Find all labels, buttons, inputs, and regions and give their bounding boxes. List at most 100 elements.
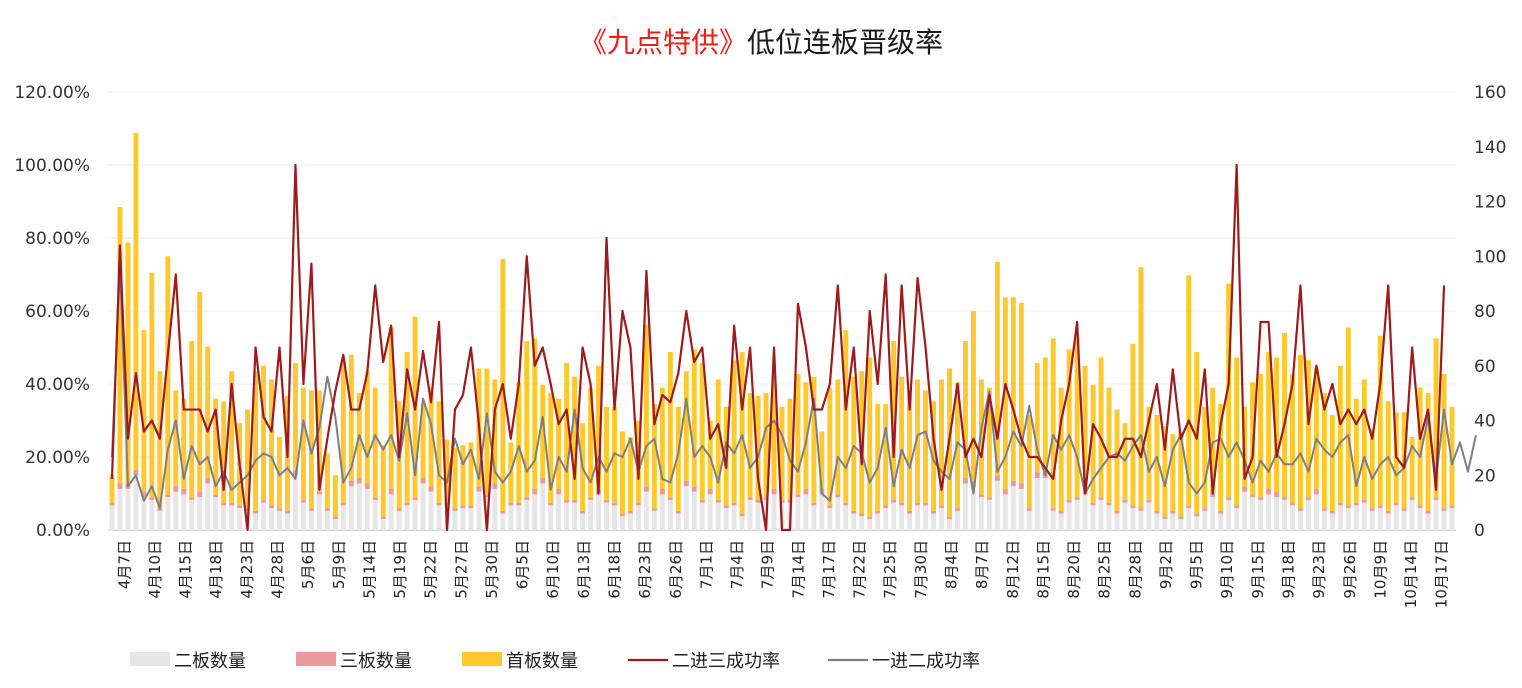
x-tick-label: 4月18日	[207, 540, 225, 599]
bar-shouban	[923, 390, 929, 503]
bar-erban	[947, 519, 952, 530]
bar-sanban	[229, 502, 235, 506]
bar-sanban	[540, 477, 546, 484]
bar-sanban	[707, 488, 713, 495]
right-tick-label: 40	[1474, 412, 1496, 432]
bar-shouban	[1114, 409, 1120, 511]
bar-erban	[699, 502, 705, 530]
bar-sanban	[947, 516, 952, 520]
bar-sanban	[324, 508, 330, 511]
bar-shouban	[755, 395, 761, 500]
bar-erban	[300, 502, 306, 530]
bar-erban	[253, 513, 259, 530]
bar-shouban	[1186, 275, 1192, 506]
bar-erban	[1313, 494, 1319, 530]
bar-erban	[1250, 497, 1256, 530]
bar-erban	[1186, 508, 1192, 530]
bar-erban	[747, 499, 753, 530]
bar-sanban	[492, 483, 498, 489]
bar-shouban	[492, 379, 498, 484]
bar-sanban	[277, 508, 282, 511]
left-tick-label: 80.00%	[25, 229, 90, 249]
bar-shouban	[484, 368, 490, 495]
bar-erban	[978, 497, 984, 530]
bar-sanban	[149, 497, 155, 500]
bar-shouban	[340, 360, 346, 503]
x-tick-label: 6月5日	[514, 540, 532, 589]
bar-erban	[229, 505, 235, 530]
left-tick-label: 20.00%	[25, 448, 90, 468]
bar-erban	[723, 508, 729, 530]
bar-sanban	[516, 502, 522, 506]
bar-erban	[1090, 505, 1096, 530]
bar-erban	[1433, 499, 1439, 530]
bar-sanban	[261, 499, 267, 503]
bar-shouban	[117, 206, 123, 484]
bar-erban	[1122, 502, 1128, 530]
bar-erban	[1321, 510, 1327, 530]
bar-sanban	[205, 477, 211, 484]
bar-shouban	[699, 363, 705, 500]
x-tick-label: 7月4日	[728, 540, 746, 589]
bar-shouban	[739, 352, 745, 514]
bar-sanban	[1353, 502, 1359, 506]
bar-shouban	[540, 384, 546, 478]
bar-shouban	[1210, 387, 1216, 492]
bar-shouban	[1138, 267, 1144, 509]
bar-shouban	[915, 379, 921, 503]
bar-erban	[627, 513, 633, 530]
bar-erban	[1329, 513, 1335, 530]
bar-shouban	[1234, 357, 1240, 506]
bar-erban	[635, 505, 641, 530]
x-tick-label: 8月4日	[943, 540, 961, 589]
right-tick-label: 80	[1474, 302, 1496, 322]
bar-sanban	[811, 502, 817, 506]
x-tick-label: 4月28日	[269, 540, 287, 599]
x-tick-label: 8月15日	[1034, 540, 1052, 599]
bar-erban	[133, 475, 139, 530]
bar-erban	[189, 499, 195, 530]
bar-erban	[548, 505, 554, 530]
bar-erban	[1138, 510, 1144, 530]
bar-sanban	[620, 513, 625, 517]
bar-shouban	[165, 256, 171, 495]
chart-title: 《九点特供》低位连板晋级率	[579, 26, 943, 59]
bar-shouban	[173, 390, 179, 487]
x-tick-label: 4月23日	[238, 540, 256, 599]
bar-shouban	[1146, 406, 1152, 500]
bar-shouban	[675, 406, 681, 511]
bar-erban	[332, 519, 338, 530]
bar-erban	[1018, 488, 1024, 530]
bar-erban	[715, 502, 721, 530]
bar-sanban	[651, 508, 657, 511]
bar-shouban	[986, 387, 992, 498]
bar-shouban	[1361, 379, 1367, 500]
bar-erban	[1242, 491, 1248, 530]
bar-shouban	[1297, 354, 1303, 509]
bar-shouban	[300, 387, 306, 500]
bar-shouban	[803, 382, 809, 489]
bar-sanban	[300, 499, 306, 503]
bar-erban	[316, 494, 322, 530]
bar-sanban	[1266, 488, 1272, 495]
bar-sanban	[875, 510, 881, 514]
bar-shouban	[332, 475, 338, 517]
bar-shouban	[149, 272, 155, 498]
bar-sanban	[970, 480, 976, 487]
bar-sanban	[348, 480, 354, 487]
x-tick-label: 5月27日	[452, 540, 470, 599]
bar-shouban	[731, 360, 737, 503]
bar-erban	[955, 510, 960, 530]
bar-sanban	[1441, 508, 1447, 511]
bar-sanban	[284, 510, 290, 514]
bar-sanban	[883, 505, 889, 509]
right-tick-label: 120	[1474, 193, 1506, 213]
bar-erban	[659, 494, 665, 530]
bar-sanban	[436, 502, 442, 506]
bar-erban	[883, 508, 889, 530]
x-tick-label: 7月1日	[697, 540, 715, 589]
bar-erban	[651, 510, 657, 530]
bar-erban	[1066, 502, 1072, 530]
bar-sanban	[715, 499, 721, 503]
bar-erban	[970, 486, 976, 530]
